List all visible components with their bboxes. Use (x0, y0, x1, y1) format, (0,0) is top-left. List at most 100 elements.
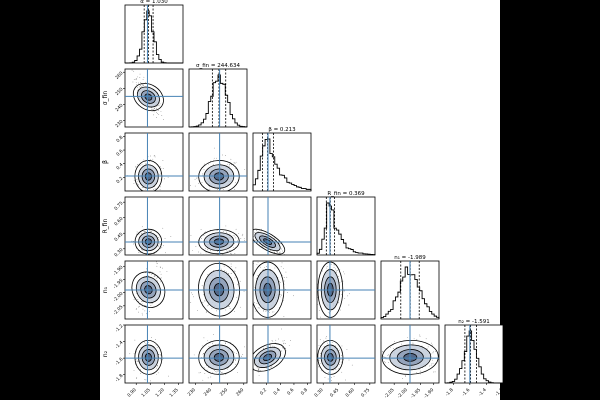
x-tick-label: 1.20 (154, 387, 165, 398)
sample-point (323, 346, 325, 348)
sample-point (156, 235, 157, 236)
sample-point (224, 343, 226, 344)
sample-point (384, 356, 385, 358)
sample-point (149, 155, 151, 157)
sample-point (339, 309, 341, 311)
sample-point (407, 336, 408, 338)
sample-point (239, 306, 241, 308)
sample-point (429, 365, 430, 367)
sample-point (263, 347, 264, 349)
truth-marker (408, 356, 412, 360)
sample-point (256, 302, 258, 304)
sample-point (203, 337, 205, 339)
sample-point (278, 338, 279, 340)
truth-marker (146, 356, 149, 360)
sample-point (154, 108, 155, 110)
sample-point (263, 269, 264, 270)
sample-point (337, 270, 339, 271)
sample-point (328, 372, 329, 374)
sample-point (228, 306, 230, 307)
x-tick-label: 250 (219, 387, 229, 397)
sample-point (221, 154, 223, 156)
truth-marker (266, 288, 270, 292)
truth-marker (266, 356, 270, 360)
sample-point (346, 349, 348, 350)
panel-n2: n₂ = -1.591-1.8-1.6-1.4-1.2n₂ (444, 319, 505, 398)
sample-point (204, 373, 206, 374)
sample-point (145, 379, 147, 381)
sample-point (146, 313, 148, 315)
sample-point (203, 234, 205, 236)
sample-point (202, 379, 204, 381)
sample-point (145, 343, 147, 344)
sample-point (255, 239, 257, 241)
sample-point (281, 328, 282, 330)
sample-point (136, 233, 137, 235)
sample-point (212, 382, 213, 383)
sample-point (273, 251, 275, 253)
sample-point (333, 264, 335, 266)
sample-point (426, 348, 428, 350)
sample-point (235, 363, 237, 365)
sample-point (279, 243, 281, 244)
sample-point (326, 267, 327, 269)
sample-point (198, 251, 199, 253)
sample-point (430, 363, 432, 365)
sample-point (388, 362, 389, 363)
y-tick-label: 0.4 (115, 162, 124, 171)
sample-point (256, 264, 258, 266)
density-sigma-rfin (189, 197, 247, 255)
x-tick-label: 0.2 (259, 387, 268, 396)
sample-point (143, 76, 145, 78)
sample-point (240, 238, 242, 239)
sample-point (211, 372, 213, 374)
sample-point (274, 267, 276, 269)
truth-marker (218, 288, 221, 292)
sample-point (256, 230, 257, 232)
sample-point (137, 251, 139, 253)
sample-point (227, 368, 228, 370)
sample-point (281, 248, 282, 250)
sample-point (212, 270, 214, 271)
sample-point (234, 235, 236, 237)
sample-point (140, 87, 141, 89)
sample-point (133, 79, 135, 80)
x-tick-label: 260 (235, 387, 245, 397)
sample-point (225, 225, 227, 227)
sample-point (159, 266, 161, 268)
sample-point (230, 250, 231, 252)
sample-point (244, 239, 245, 241)
sample-point (151, 108, 153, 110)
sample-point (234, 277, 236, 279)
sample-point (394, 341, 395, 342)
sample-point (254, 364, 255, 366)
x-tick-label: 0.60 (344, 387, 355, 398)
panel-frame (252, 132, 312, 192)
sample-point (253, 361, 254, 362)
sample-point (157, 105, 158, 107)
sample-point (133, 241, 134, 242)
sample-point (235, 290, 237, 292)
sample-point (155, 112, 157, 114)
sample-point (270, 269, 272, 270)
x-tick-label: -1.2 (494, 387, 505, 398)
panel-sigma-vs-rfin (188, 196, 248, 256)
sample-point (136, 179, 138, 180)
sample-point (160, 110, 162, 112)
sample-point (257, 275, 259, 276)
sample-point (325, 337, 327, 339)
sample-point (343, 359, 344, 361)
sample-point (140, 82, 142, 84)
sample-point (280, 294, 282, 295)
sample-point (208, 163, 210, 165)
sample-point (339, 282, 341, 283)
sample-point (154, 155, 156, 157)
sample-point (162, 160, 164, 161)
sample-point (135, 378, 137, 379)
sample-point (133, 183, 135, 184)
histogram-rfin (316, 202, 376, 256)
sample-point (320, 370, 322, 372)
sample-point (213, 159, 215, 161)
sample-point (283, 280, 285, 282)
